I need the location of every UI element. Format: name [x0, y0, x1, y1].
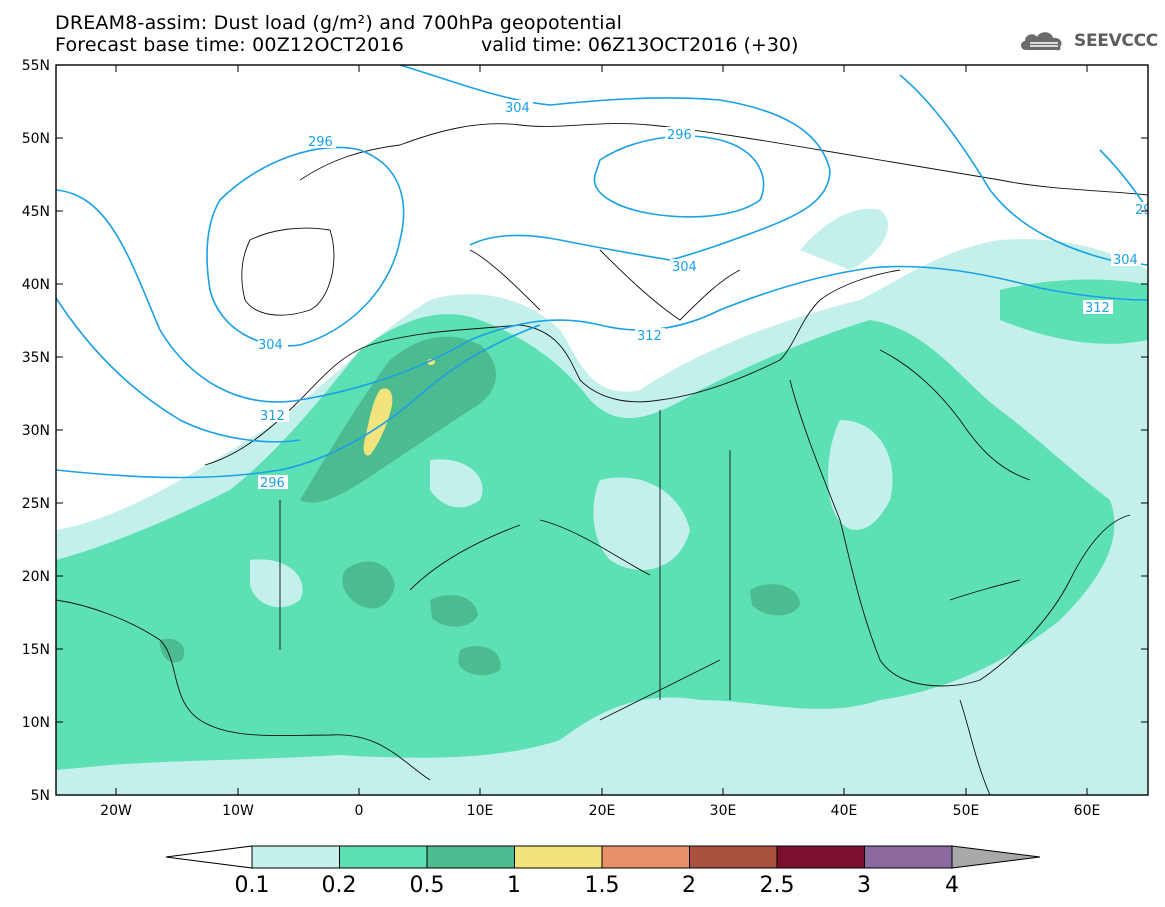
- colorbar-labels: 0.1 0.2 0.5 1 1.5 2 2.5 3 4: [235, 873, 960, 898]
- isoline-label: 312: [1085, 301, 1110, 316]
- seevccc-logo: SEEVCCC: [1018, 28, 1158, 54]
- coastlines: [56, 123, 1148, 795]
- colorbar-label: 0.2: [322, 873, 357, 898]
- colorbar-label: 3: [857, 873, 871, 898]
- lat-label: 20N: [22, 569, 50, 585]
- lon-label: 40E: [831, 803, 858, 819]
- colorbar-label: 2: [682, 873, 696, 898]
- lat-label: 55N: [22, 58, 50, 74]
- geopotential-isolines: [56, 65, 1148, 479]
- isoline-label: 296: [308, 135, 333, 150]
- colorbar-swatch: [339, 845, 428, 869]
- forecast-base-time: Forecast base time: 00Z12OCT2016: [55, 34, 405, 56]
- map-title: DREAM8-assim: Dust load (g/m²) and 700hP…: [55, 12, 623, 34]
- lon-label: 20W: [100, 803, 132, 819]
- colorbar-swatch: [251, 845, 340, 869]
- dust-holes: [250, 420, 893, 608]
- colorbar-swatch: [864, 845, 953, 869]
- latitude-labels: 55N 50N 45N 40N 35N 30N 25N 20N 15N 10N …: [22, 58, 50, 804]
- valid-time: valid time: 06Z13OCT2016 (+30): [481, 34, 799, 56]
- lon-label: 10E: [467, 803, 494, 819]
- lat-label: 40N: [22, 277, 50, 293]
- lat-label: 35N: [22, 350, 50, 366]
- cloud-logo-icon: [1020, 32, 1062, 51]
- isoline-label: 312: [260, 409, 285, 424]
- colorbar-label: 0.5: [410, 873, 445, 898]
- lat-label: 10N: [22, 715, 50, 731]
- isoline-label: 304: [505, 101, 530, 116]
- colorbar-swatch: [514, 845, 603, 869]
- lat-label: 25N: [22, 496, 50, 512]
- lon-label: 20E: [589, 803, 616, 819]
- colorbar-label: 0.1: [235, 873, 270, 898]
- isoline-labels: 304 296 296 304 312 296 304 312 312 304 …: [258, 100, 1148, 491]
- isoline-label: 296: [667, 128, 692, 143]
- colorbar-over-arrow: [951, 845, 1041, 869]
- colorbar-swatch: [689, 845, 778, 869]
- lon-label: 50E: [953, 803, 980, 819]
- isoline-label: 312: [637, 329, 662, 344]
- lat-label: 30N: [22, 423, 50, 439]
- colorbar-swatch: [601, 845, 690, 869]
- lon-label: 60E: [1074, 803, 1101, 819]
- longitude-labels: 20W 10W 0 10E 20E 30E 40E 50E 60E: [100, 803, 1100, 819]
- colorbar-label: 1.5: [585, 873, 620, 898]
- colorbar: 0.1 0.2 0.5 1 1.5 2 2.5 3 4: [165, 845, 1041, 898]
- isoline-label: 296: [260, 476, 285, 491]
- lat-label: 45N: [22, 204, 50, 220]
- colorbar-swatch: [426, 845, 515, 869]
- lat-label: 50N: [22, 131, 50, 147]
- lon-label: 10W: [222, 803, 254, 819]
- lat-label: 15N: [22, 642, 50, 658]
- colorbar-swatch: [776, 845, 865, 869]
- logo-text: SEEVCCC: [1074, 31, 1158, 51]
- lat-label: 5N: [31, 788, 50, 804]
- colorbar-label: 2.5: [760, 873, 795, 898]
- axis-ticks: [56, 64, 1148, 796]
- colorbar-under-arrow: [165, 845, 253, 869]
- isoline-label: 304: [258, 338, 283, 353]
- colorbar-label: 4: [945, 873, 959, 898]
- dust-band-high: [159, 336, 800, 676]
- lon-label: 30E: [710, 803, 737, 819]
- colorbar-label: 1: [507, 873, 521, 898]
- isoline-label: 304: [672, 260, 697, 275]
- isoline-label: 304: [1113, 253, 1138, 268]
- lon-label: 0: [355, 803, 364, 819]
